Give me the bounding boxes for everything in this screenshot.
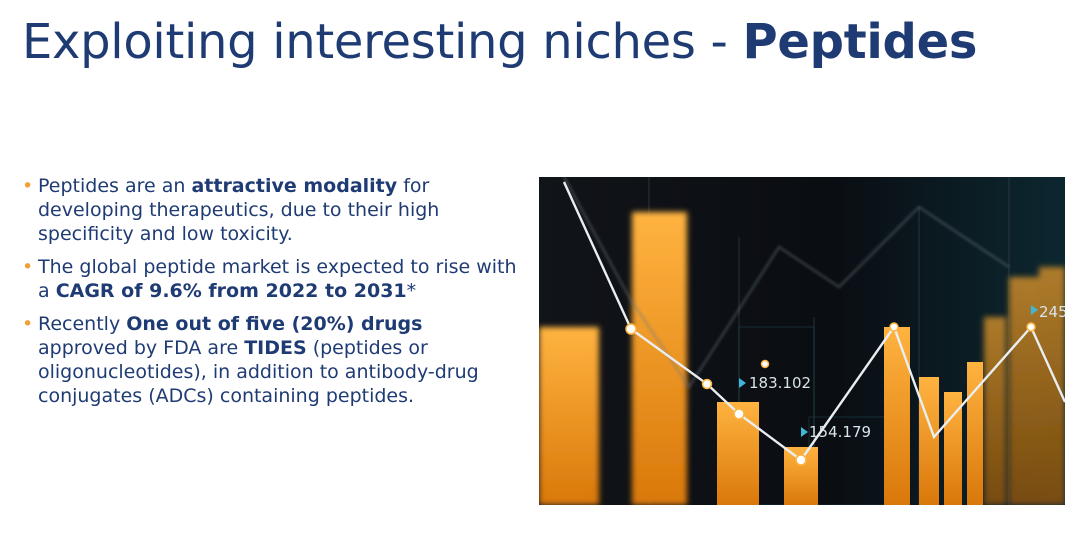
bullet-item: • Peptides are an attractive modality for… [18,174,518,246]
title-regular: Exploiting interesting niches - [22,14,743,70]
chart-illustration: 183.102 154.179 245.5 [539,177,1065,505]
bullet-emphasis: attractive modality [191,175,398,197]
bullet-emphasis: CAGR of 9.6% from 2022 to 2031 [55,280,407,302]
bullet-text: approved by FDA are [38,337,245,359]
label-markers [739,305,1038,437]
bullet-text: * [406,280,417,302]
bars-back [539,212,1065,505]
bullet-dot-icon: • [22,256,34,278]
slide-title: Exploiting interesting niches - Peptides [22,6,977,78]
bullet-emphasis: One out of five (20%) drugs [126,313,423,335]
bullet-text: for developing therapeutics, due to thei… [38,175,440,245]
bullet-text: Peptides are an [38,175,192,197]
title-bold: Peptides [742,14,978,70]
bullet-dot-icon: • [22,175,34,197]
bullet-item: • Recently One out of five (20%) drugs ap… [18,312,518,408]
stock-chart-image: 183.102 154.179 245.5 [539,177,1065,505]
trend-points [625,322,1036,466]
image-label: 183.102 [749,374,811,392]
bullet-emphasis: TIDES [244,337,307,359]
bullet-text: Recently [38,313,127,335]
image-label: 245.5 [1039,303,1065,321]
bullet-list: • Peptides are an attractive modality for… [18,174,518,417]
background-trend-line [562,177,1010,390]
bullet-item: • The global peptide market is expected t… [18,255,518,303]
bullet-dot-icon: • [22,313,34,335]
bullet-text: (peptides or oligonucleotides), in addit… [38,337,479,407]
image-label: 154.179 [809,423,871,441]
bullet-text: The global peptide market is expected to… [38,256,517,302]
